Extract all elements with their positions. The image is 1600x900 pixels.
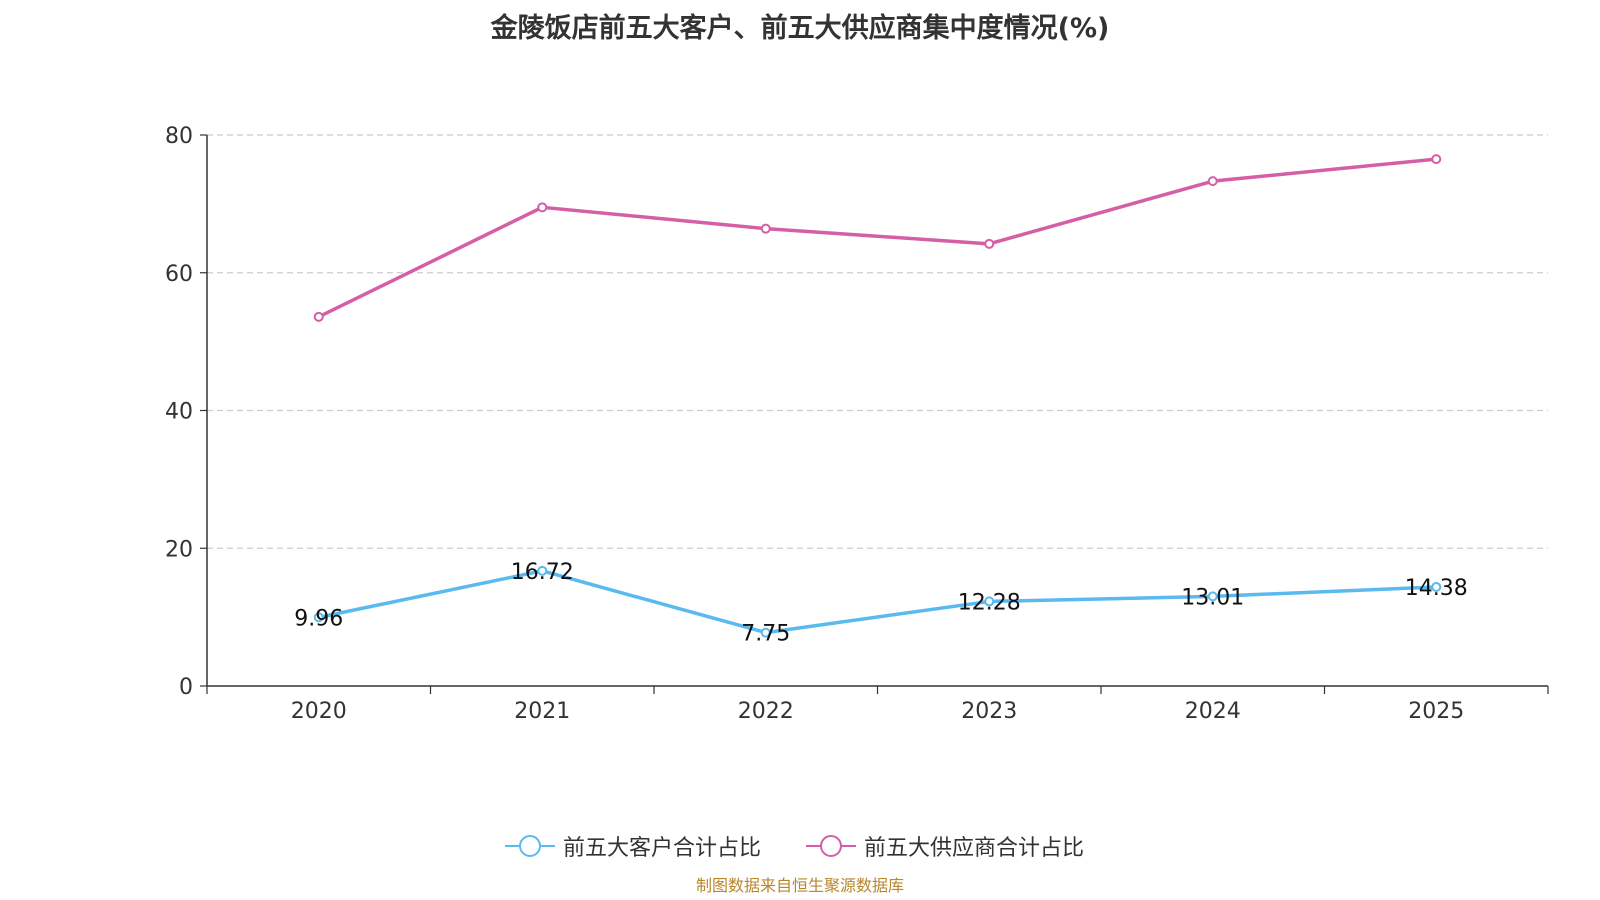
x-tick-label: 2025 — [1408, 699, 1464, 724]
y-tick-label: 80 — [165, 124, 193, 149]
data-label-0: 14.38 — [1405, 576, 1468, 601]
legend-marker-customers — [505, 835, 555, 857]
data-point-1 — [537, 202, 548, 213]
legend-label-customers: 前五大客户合计占比 — [563, 836, 762, 861]
series-line-1 — [317, 157, 1437, 319]
data-point-1 — [760, 223, 771, 234]
y-tick-label: 20 — [165, 537, 193, 562]
legend-label-suppliers: 前五大供应商合计占比 — [864, 836, 1085, 861]
chart-title: 金陵饭店前五大客户、前五大供应商集中度情况(%) — [490, 13, 1110, 44]
x-tick-label: 2021 — [514, 699, 570, 724]
legend-item-suppliers[interactable]: 前五大供应商合计占比 — [806, 830, 1084, 862]
x-tick-label: 2020 — [291, 699, 347, 724]
data-label-0: 9.96 — [294, 606, 343, 631]
x-tick-label: 2024 — [1185, 699, 1241, 724]
data-point-1 — [313, 311, 324, 322]
data-point-0 — [760, 627, 771, 638]
y-tick-label: 40 — [165, 400, 193, 425]
legend-marker-suppliers — [806, 835, 856, 857]
series-line-0 — [318, 569, 1437, 635]
data-point-1 — [984, 238, 995, 249]
y-tick-label: 0 — [179, 675, 193, 700]
y-tick-label: 60 — [165, 262, 193, 287]
data-point-0 — [1431, 581, 1442, 592]
data-point-0 — [313, 612, 324, 623]
source-note: 制图数据来自恒生聚源数据库 — [695, 876, 904, 895]
legend-item-customers[interactable]: 前五大客户合计占比 — [505, 830, 761, 862]
data-label-0: 12.28 — [958, 590, 1021, 615]
x-tick-label: 2023 — [961, 699, 1017, 724]
data-label-0: 16.72 — [511, 560, 574, 585]
data-point-0 — [1207, 591, 1218, 602]
data-label-0: 13.01 — [1181, 585, 1244, 610]
data-point-0 — [537, 565, 548, 576]
data-point-0 — [984, 596, 995, 607]
data-point-1 — [1431, 154, 1442, 165]
data-label-0: 7.75 — [741, 622, 790, 647]
data-point-1 — [1207, 176, 1218, 187]
x-tick-label: 2022 — [738, 699, 794, 724]
